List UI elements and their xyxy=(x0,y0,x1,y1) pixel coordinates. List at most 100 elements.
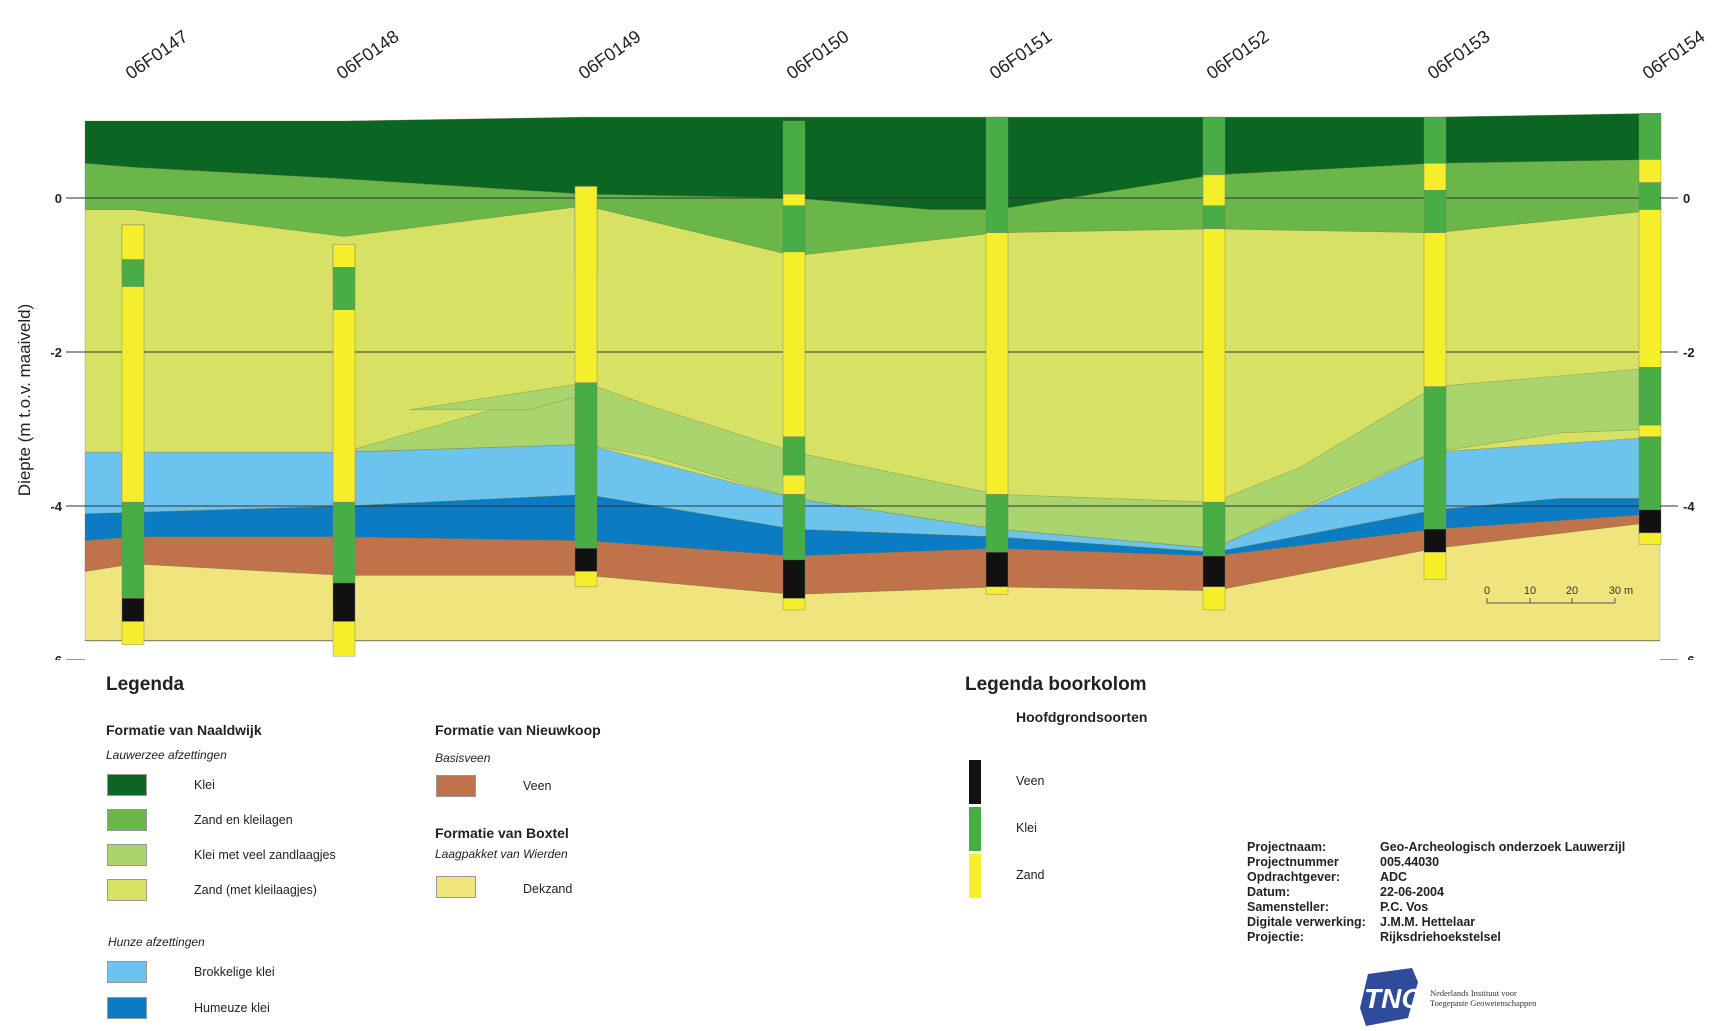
borehole-segment xyxy=(985,116,1009,233)
tick-right: -2 xyxy=(1683,345,1695,360)
lauwerzee-subtitle: Lauwerzee afzettingen xyxy=(106,748,227,762)
svg-text:TNO: TNO xyxy=(1364,983,1423,1014)
borehole-columns xyxy=(121,113,1662,657)
borehole-segment xyxy=(574,571,598,588)
wierden-subtitle: Laagpakket van Wierden xyxy=(435,847,568,861)
borehole-06F0148 xyxy=(332,243,356,657)
scale-label: 20 xyxy=(1566,585,1578,597)
borehole-segment xyxy=(1638,367,1662,426)
depth-ticks: 0 -2 -4 -6 0 -2 -4 -6 xyxy=(50,191,1695,660)
tick-left: 0 xyxy=(55,191,62,206)
borehole-segment xyxy=(121,621,145,645)
borehole-06F0149 xyxy=(574,186,598,588)
veen-swatch xyxy=(436,775,476,797)
borehole-segment xyxy=(782,436,806,476)
borehole-segment xyxy=(1638,509,1662,534)
hunze-item-1-label: Humeuze klei xyxy=(194,1001,270,1015)
logo-text-2: Toegepaste Geowetenschappen xyxy=(1430,998,1537,1008)
borehole-label: 06F0152 xyxy=(1203,26,1273,83)
scale-label: 10 xyxy=(1524,585,1536,597)
borehole-segment xyxy=(1638,113,1662,160)
borehole-label: 06F0150 xyxy=(783,26,853,83)
borehole-segment xyxy=(1638,209,1662,368)
basisveen-subtitle: Basisveen xyxy=(435,751,491,765)
borehole-segment xyxy=(1423,386,1447,530)
borehole-segment xyxy=(782,494,806,561)
borehole-segment xyxy=(332,267,356,310)
project-key: Projectie: xyxy=(1247,930,1304,944)
naaldwijk-item-2-swatch xyxy=(107,844,147,866)
project-value: P.C. Vos xyxy=(1380,900,1429,914)
project-key: Projectnaam: xyxy=(1247,840,1327,854)
naaldwijk-item-3-swatch xyxy=(107,879,147,901)
naaldwijk-item-1-label: Zand en kleilagen xyxy=(194,813,293,827)
borehole-segment xyxy=(1638,182,1662,210)
borehole-segment xyxy=(1202,174,1226,206)
borehole-06F0147 xyxy=(121,224,145,645)
legend-bore-subtitle: Hoofdgrondsoorten xyxy=(1016,709,1148,725)
borehole-segment xyxy=(1638,424,1662,437)
borehole-label: 06F0148 xyxy=(333,26,403,83)
borehole-segment xyxy=(985,552,1009,588)
project-value: ADC xyxy=(1380,870,1408,884)
project-key: Samensteller: xyxy=(1247,900,1329,914)
tick-left: -4 xyxy=(50,499,62,514)
borehole-segment xyxy=(1638,436,1662,511)
borehole-segment xyxy=(1638,532,1662,545)
borehole-segment xyxy=(985,494,1009,553)
bore-legend-label: Klei xyxy=(1016,821,1037,835)
borehole-segment xyxy=(121,286,145,503)
borehole-segment xyxy=(1423,190,1447,233)
logo-text-1: Nederlands Instituut voor xyxy=(1430,988,1517,998)
bore-legend-label: Veen xyxy=(1016,774,1045,788)
layer-polygons xyxy=(84,112,1661,642)
borehole-segment xyxy=(782,193,806,206)
scale-label: 30 m xyxy=(1609,585,1633,597)
project-value: Geo-Archeologisch onderzoek Lauwerzijl xyxy=(1380,840,1626,854)
borehole-label: 06F0149 xyxy=(575,26,645,83)
tick-left: -6 xyxy=(50,653,62,660)
dekzand-swatch xyxy=(436,876,476,898)
legend-bore-title: Legenda boorkolom xyxy=(965,674,1147,695)
borehole-segment xyxy=(985,586,1009,595)
naaldwijk-title: Formatie van Naaldwijk xyxy=(106,722,262,738)
borehole-segment xyxy=(121,598,145,622)
borehole-segment xyxy=(332,582,356,622)
borehole-06F0153 xyxy=(1423,116,1447,580)
cross-section-diagram: 0-2-4-60-2-4-6 06F014706F014806F014906F0… xyxy=(15,26,1709,660)
borehole-segment xyxy=(332,243,356,268)
tick-right: -4 xyxy=(1683,499,1695,514)
borehole-segment xyxy=(1423,528,1447,553)
borehole-segment xyxy=(1202,116,1226,176)
project-value: Rijksdriehoekstelsel xyxy=(1380,930,1501,944)
bore-legend-swatch xyxy=(969,807,981,851)
borehole-label: 06F0153 xyxy=(1424,26,1494,83)
project-key: Projectnummer xyxy=(1247,855,1339,869)
borehole-segment xyxy=(782,475,806,495)
veen-label: Veen xyxy=(523,779,552,793)
project-key: Digitale verwerking: xyxy=(1247,915,1366,929)
borehole-segment xyxy=(1202,205,1226,229)
borehole-segment xyxy=(985,232,1009,495)
borehole-segment xyxy=(574,186,598,384)
bore-legend-swatch xyxy=(969,760,981,804)
scale-label: 0 xyxy=(1484,585,1490,597)
borehole-segment xyxy=(1423,163,1447,191)
borehole-labels: 06F0147 06F0148 06F0149 06F0150 06F0151 06F01… xyxy=(122,26,1709,83)
borehole-segment xyxy=(782,598,806,611)
project-value: 22-06-2004 xyxy=(1380,885,1444,899)
borehole-06F0150 xyxy=(782,120,806,611)
borehole-label: 06F0154 xyxy=(1639,26,1709,83)
borehole-label: 06F0151 xyxy=(986,26,1056,83)
borehole-segment xyxy=(1423,552,1447,580)
boxtel-title: Formatie van Boxtel xyxy=(435,825,569,841)
borehole-segment xyxy=(121,259,145,287)
tick-left: -2 xyxy=(50,345,62,360)
borehole-label: 06F0147 xyxy=(122,26,192,83)
borehole-segment xyxy=(782,559,806,599)
borehole-segment xyxy=(332,621,356,657)
legend-title: Legenda xyxy=(106,674,185,695)
depth-axis-label: Diepte (m t.o.v. maaiveld) xyxy=(15,304,34,496)
tick-right: -6 xyxy=(1683,653,1695,660)
borehole-06F0152 xyxy=(1202,116,1226,611)
